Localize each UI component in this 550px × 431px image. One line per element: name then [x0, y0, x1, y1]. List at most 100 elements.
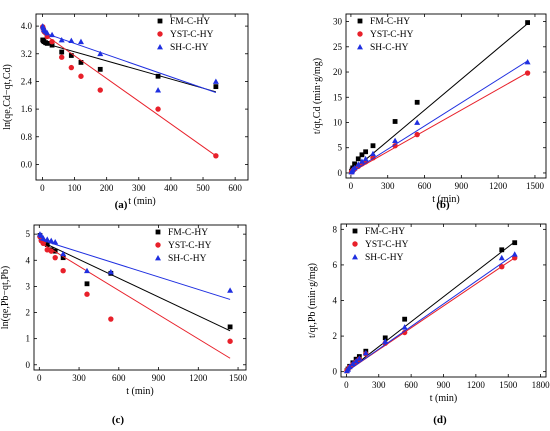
data-point: [356, 355, 363, 361]
legend: FM-C-HY YST-C-HY SH-C-HY: [357, 17, 414, 53]
series-fm-c-hy: [40, 37, 219, 93]
y-tick-label: 1.6: [21, 104, 33, 114]
fit-line: [350, 72, 528, 173]
fit-line: [39, 241, 231, 359]
data-point: [155, 73, 161, 79]
y-tick-label: 20: [333, 67, 343, 77]
data-point: [355, 161, 362, 167]
x-tick-label: 0: [349, 181, 354, 191]
data-point: [382, 338, 389, 344]
x-tick-label: 300: [72, 373, 86, 383]
series-sh-c-hy: [348, 58, 531, 175]
data-point: [40, 240, 46, 246]
legend-label: SH-C-HY: [170, 43, 209, 53]
legend-label: YST-C-HY: [168, 241, 212, 251]
data-point: [155, 106, 161, 112]
y-tick-label: 2: [333, 331, 338, 341]
legend-label: YST-C-HY: [370, 30, 414, 40]
fit-line: [350, 60, 528, 173]
data-point: [402, 316, 408, 322]
legend-label: FM-C-HY: [370, 17, 410, 27]
fit-line: [39, 240, 231, 332]
panel-label: (a): [115, 199, 128, 211]
data-point: [40, 235, 47, 241]
data-point: [77, 38, 84, 45]
legend-marker: [357, 31, 363, 37]
data-point: [44, 30, 51, 36]
data-point: [352, 161, 357, 167]
data-point: [68, 64, 75, 71]
legend-label: FM-C-HY: [365, 227, 405, 237]
data-point: [359, 152, 365, 158]
data-point: [414, 119, 421, 125]
y-tick-label: 3: [26, 281, 31, 291]
y-axis-label: ln(qe,Cd−qt,Cd): [2, 64, 13, 130]
x-tick-label: 900: [455, 181, 469, 191]
x-tick-label: 0: [344, 380, 349, 390]
data-point: [213, 153, 219, 159]
data-point: [498, 254, 505, 261]
y-tick-label: 0: [26, 360, 31, 370]
x-tick-label: 1200: [189, 373, 208, 383]
fit-line: [39, 238, 231, 300]
x-tick-label: 300: [381, 181, 395, 191]
y-tick-label: 0.0: [21, 159, 33, 169]
y-tick-label: 0: [333, 367, 338, 377]
x-tick-label: 500: [196, 183, 210, 193]
legend-label: SH-C-HY: [365, 253, 404, 263]
legend-label: FM-C-HY: [168, 228, 208, 238]
data-point: [155, 87, 162, 93]
plot-frame: [35, 13, 249, 181]
data-point: [414, 131, 420, 138]
chart-panel-d: 0 300 600 900 1200 1500 1800 0 2 4 6 8 t (min) t/qt,P…: [307, 223, 550, 426]
data-point: [346, 363, 353, 370]
x-tick-label: 300: [132, 183, 146, 193]
x-tick-label: 1500: [229, 373, 248, 383]
fit-line: [42, 31, 217, 93]
data-point: [392, 119, 398, 124]
legend-marker: [155, 229, 161, 235]
legend-label: SH-C-HY: [370, 43, 409, 53]
series-yst-c-hy: [344, 255, 518, 374]
data-point: [355, 156, 361, 162]
data-point: [227, 287, 234, 293]
data-point: [213, 84, 219, 90]
x-tick-label: 600: [404, 380, 418, 390]
y-tick-label: 3.2: [21, 49, 32, 59]
data-point: [44, 236, 51, 242]
fit-line: [42, 32, 217, 157]
x-tick-label: 0: [37, 373, 42, 383]
data-point: [97, 66, 103, 72]
chart-panel-c: 0 300 600 900 1200 1500 0 1 2 3 4 5 t (min) ln(qe,Pb−…: [0, 224, 248, 426]
y-axis-label: t/qt,Pb (min·g/mg): [307, 263, 318, 338]
legend-label: YST-C-HY: [170, 30, 214, 40]
x-tick-label: 1200: [467, 380, 486, 390]
y-tick-label: 2: [26, 308, 31, 318]
y-axis-label: ln(qe,Pb−qt,Pb): [0, 266, 11, 329]
data-point: [44, 242, 50, 247]
data-point: [52, 238, 59, 245]
panel-label: (c): [112, 414, 125, 426]
data-point: [60, 268, 66, 274]
data-point: [349, 360, 356, 367]
fit-line: [346, 253, 515, 373]
y-tick-label: 8: [333, 224, 338, 234]
x-axis-label: t (min): [128, 196, 156, 207]
data-point: [414, 99, 420, 105]
x-tick-label: 600: [228, 183, 242, 193]
x-tick-label: 0: [40, 183, 45, 193]
legend-marker: [352, 254, 358, 260]
data-point: [48, 248, 54, 254]
data-point: [49, 42, 55, 48]
x-tick-label: 1500: [526, 181, 545, 191]
y-tick-label: 4: [333, 296, 338, 306]
legend-label: SH-C-HY: [168, 254, 207, 264]
data-point: [392, 143, 398, 149]
fit-line: [350, 23, 528, 173]
data-point: [78, 73, 84, 79]
data-point: [212, 78, 219, 84]
data-point: [107, 269, 114, 275]
y-tick-label: 0.8: [21, 132, 33, 142]
fit-line: [346, 241, 516, 373]
y-tick-label: 5: [338, 143, 343, 153]
